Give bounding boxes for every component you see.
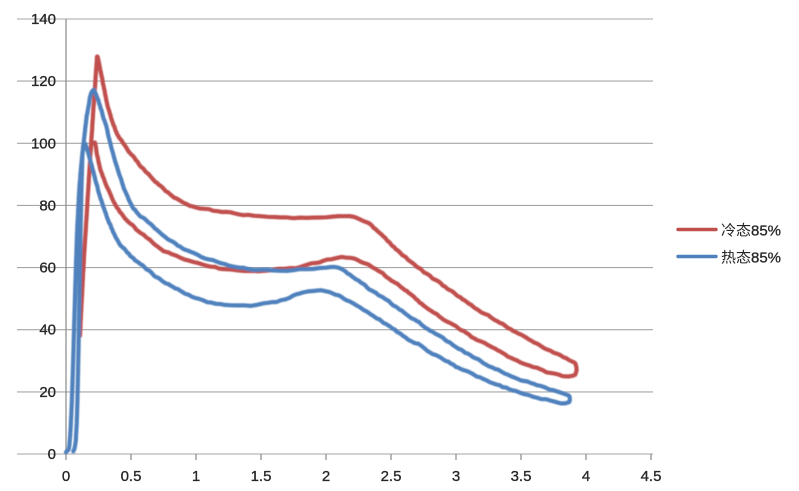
svg-text:80: 80 bbox=[39, 197, 56, 214]
svg-text:3.5: 3.5 bbox=[511, 468, 532, 485]
svg-text:1: 1 bbox=[192, 468, 200, 485]
svg-text:120: 120 bbox=[31, 73, 56, 90]
svg-text:85%: 85% bbox=[751, 250, 781, 267]
svg-text:20: 20 bbox=[39, 384, 56, 401]
svg-text:40: 40 bbox=[39, 322, 56, 339]
svg-text:3: 3 bbox=[452, 468, 460, 485]
svg-text:60: 60 bbox=[39, 260, 56, 277]
svg-text:2: 2 bbox=[322, 468, 330, 485]
svg-text:1.5: 1.5 bbox=[251, 468, 272, 485]
svg-text:2.5: 2.5 bbox=[381, 468, 402, 485]
svg-text:0.5: 0.5 bbox=[121, 468, 142, 485]
svg-text:100: 100 bbox=[31, 135, 56, 152]
svg-text:4.5: 4.5 bbox=[641, 468, 662, 485]
svg-text:85%: 85% bbox=[751, 223, 781, 240]
svg-text:4: 4 bbox=[582, 468, 590, 485]
svg-text:0: 0 bbox=[48, 446, 56, 463]
svg-text:0: 0 bbox=[62, 468, 70, 485]
svg-text:140: 140 bbox=[31, 11, 56, 28]
